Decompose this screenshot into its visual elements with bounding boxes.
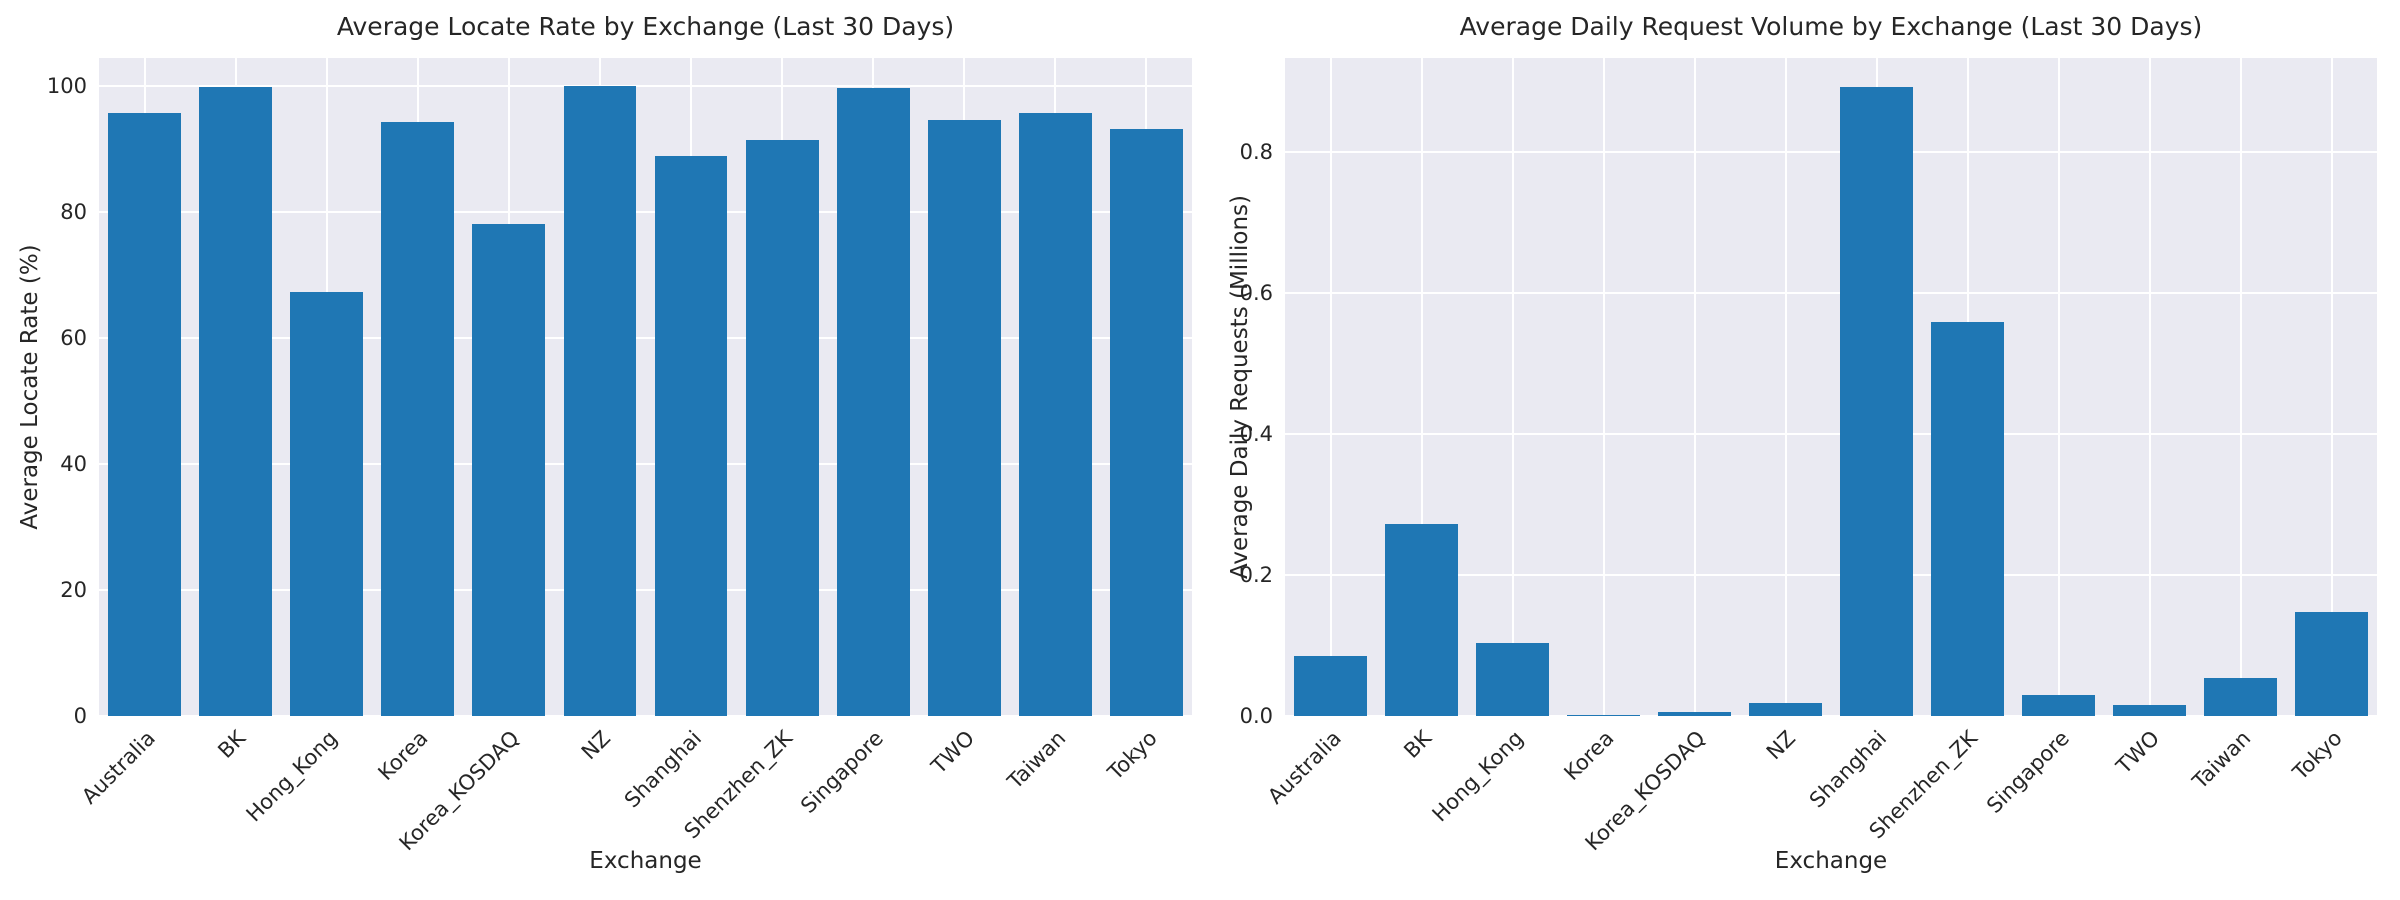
x-tick-label: Hong_Kong xyxy=(1427,726,1528,827)
x-tick-label: TWO xyxy=(926,726,980,779)
y-tick-label: 0.6 xyxy=(1239,280,1273,305)
bar-shanghai xyxy=(1840,86,1913,716)
bar-two xyxy=(2113,705,2186,716)
x-tick-label: Tokyo xyxy=(1102,726,1162,785)
gridline-vertical xyxy=(2148,58,2151,716)
gridline-vertical xyxy=(1511,58,1514,716)
x-tick-label: Shanghai xyxy=(1805,726,1892,813)
plot-area-request-volume xyxy=(1285,58,2377,716)
x-axis-label-exchange-left: Exchange xyxy=(589,848,702,874)
gridline-vertical xyxy=(2057,58,2060,716)
bar-nz xyxy=(1749,703,1822,716)
y-tick-label: 0.0 xyxy=(1239,704,1273,728)
x-tick-label: Singapore xyxy=(796,726,889,818)
bar-hong_kong xyxy=(290,291,364,716)
chart-title-request-volume: Average Daily Request Volume by Exchange… xyxy=(1459,12,2203,41)
x-tick-label: NZ xyxy=(576,726,615,765)
gridline-vertical xyxy=(1602,58,1605,716)
plot-area-locate-rate xyxy=(99,58,1192,716)
bar-tokyo xyxy=(2295,612,2368,716)
y-tick-label: 0 xyxy=(73,704,87,728)
y-tick-label: 0.4 xyxy=(1239,421,1273,446)
gridline-horizontal xyxy=(99,211,1192,214)
bar-australia xyxy=(1294,656,1367,716)
bar-shenzhen_zk xyxy=(745,139,819,716)
y-tick-label: 20 xyxy=(60,578,87,603)
gridline-horizontal xyxy=(99,715,1192,717)
x-tick-label: Australia xyxy=(76,726,160,809)
chart-title-locate-rate: Average Locate Rate by Exchange (Last 30… xyxy=(336,12,955,41)
x-tick-label: Australia xyxy=(1262,726,1346,809)
gridline-vertical xyxy=(1420,58,1423,716)
bar-australia xyxy=(108,112,181,716)
y-tick-label: 40 xyxy=(60,452,87,477)
gridline-horizontal xyxy=(1285,715,2377,717)
y-axis-label-request-volume: Average Daily Requests (Millions) xyxy=(1227,195,1253,579)
x-tick-label: Taiwan xyxy=(1002,726,1071,794)
gridline-horizontal xyxy=(99,85,1192,88)
x-tick-label: TWO xyxy=(2112,726,2165,779)
y-tick-label: 0.8 xyxy=(1239,139,1273,164)
gridline-horizontal xyxy=(1285,150,2377,153)
bar-taiwan xyxy=(2204,677,2277,716)
y-tick-label: 0.2 xyxy=(1239,562,1273,587)
bar-nz xyxy=(563,86,637,716)
gridline-horizontal xyxy=(1285,432,2377,435)
x-tick-label: BK xyxy=(213,726,251,763)
gridline-horizontal xyxy=(99,337,1192,340)
x-tick-label: BK xyxy=(1399,726,1437,763)
y-axis-label-locate-rate: Average Locate Rate (%) xyxy=(17,244,43,530)
gridline-vertical xyxy=(1784,58,1787,716)
bar-tokyo xyxy=(1110,128,1183,716)
x-tick-label: Korea xyxy=(1559,726,1619,786)
gridline-horizontal xyxy=(99,589,1192,592)
gridline-horizontal xyxy=(1285,291,2377,294)
bar-two xyxy=(927,119,1001,716)
x-tick-label: Singapore xyxy=(1981,726,2074,818)
bar-korea xyxy=(1567,714,1640,716)
x-tick-label: NZ xyxy=(1762,726,1801,765)
gridline-horizontal xyxy=(99,463,1192,466)
y-tick-label: 60 xyxy=(60,326,87,351)
bar-korea xyxy=(381,121,455,716)
gridline-vertical xyxy=(1693,58,1696,716)
gridline-vertical xyxy=(1329,58,1332,716)
y-tick-label: 80 xyxy=(60,200,87,225)
bar-hong_kong xyxy=(1476,643,1549,716)
bar-shanghai xyxy=(654,156,728,716)
gridline-vertical xyxy=(2330,58,2333,716)
gridline-vertical xyxy=(2239,58,2242,716)
x-tick-label: Taiwan xyxy=(2187,726,2256,794)
gridline-horizontal xyxy=(1285,573,2377,576)
x-tick-label: Tokyo xyxy=(2287,726,2347,785)
x-tick-label: Korea xyxy=(373,726,433,786)
x-tick-label: Shanghai xyxy=(619,726,707,813)
x-tick-label: Hong_Kong xyxy=(241,726,342,827)
bar-korea_kosdaq xyxy=(472,223,546,716)
bar-singapore xyxy=(2022,694,2095,716)
bar-singapore xyxy=(836,87,910,716)
bar-korea_kosdaq xyxy=(1658,712,1731,716)
bar-taiwan xyxy=(1018,113,1092,716)
x-axis-label-exchange-right: Exchange xyxy=(1774,848,1888,874)
bar-bk xyxy=(1385,524,1458,716)
bar-bk xyxy=(199,86,273,716)
y-tick-label: 100 xyxy=(46,74,87,99)
bar-shenzhen_zk xyxy=(1931,321,2004,716)
